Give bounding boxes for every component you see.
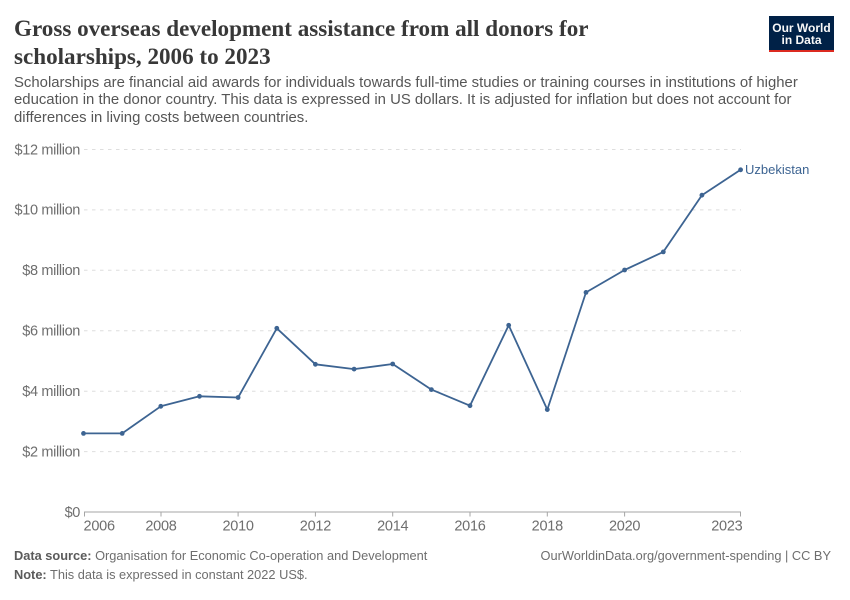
svg-text:2014: 2014 xyxy=(377,519,408,535)
svg-text:Uzbekistan: Uzbekistan xyxy=(745,162,809,177)
svg-text:2008: 2008 xyxy=(145,519,176,535)
svg-text:2016: 2016 xyxy=(454,519,485,535)
svg-text:2006: 2006 xyxy=(84,519,115,535)
svg-text:2020: 2020 xyxy=(609,519,640,535)
svg-text:2018: 2018 xyxy=(532,519,563,535)
svg-text:2023: 2023 xyxy=(711,519,742,535)
svg-text:$0: $0 xyxy=(65,505,81,521)
svg-text:$10 million: $10 million xyxy=(15,203,81,219)
svg-text:$8 million: $8 million xyxy=(22,263,80,279)
svg-text:$4 million: $4 million xyxy=(22,384,80,400)
svg-text:$12 million: $12 million xyxy=(15,142,81,158)
svg-text:$6 million: $6 million xyxy=(22,324,80,340)
svg-text:2012: 2012 xyxy=(300,519,331,535)
svg-text:$2 million: $2 million xyxy=(22,444,80,460)
svg-text:2010: 2010 xyxy=(222,519,253,535)
